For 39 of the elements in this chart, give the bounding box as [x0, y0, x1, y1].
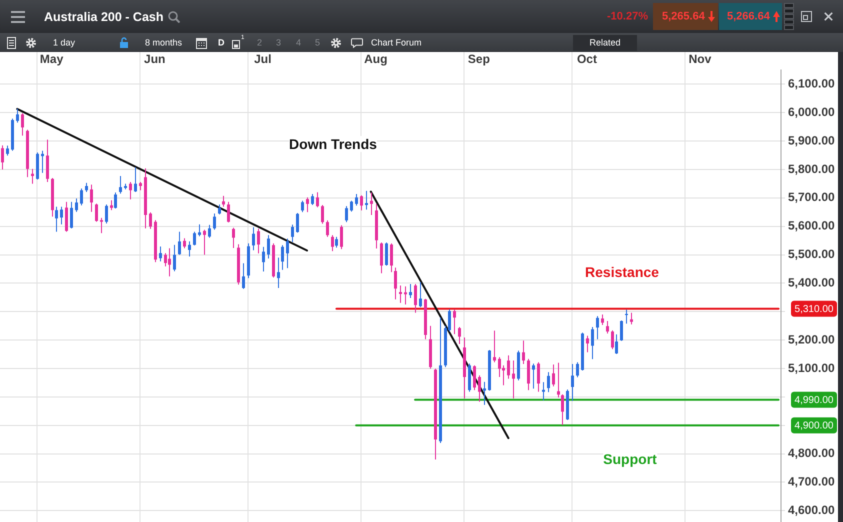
- x-tick-label: Jun: [144, 52, 166, 66]
- x-tick-label: Jul: [254, 52, 272, 66]
- text: 8 months: [145, 38, 182, 48]
- text: -10.27%: [607, 10, 648, 22]
- text: 2: [257, 38, 262, 48]
- annotation: Down Trends: [289, 136, 377, 152]
- text: Chart Forum: [371, 38, 422, 48]
- chart-title: Australia 200 - Cash: [44, 10, 164, 24]
- text: 5,266.64: [727, 10, 770, 22]
- x-tick-label: May: [40, 52, 64, 66]
- x-tick-label: Nov: [688, 52, 712, 66]
- text: 3: [276, 38, 282, 48]
- x-tick-label: Oct: [576, 52, 597, 66]
- text: 1 day: [53, 38, 76, 48]
- y-tick-label: 5,600.00: [788, 218, 836, 233]
- y-tick-label: 5,700.00: [788, 190, 836, 204]
- y-tick-label: 6,000.00: [788, 104, 836, 119]
- y-tick-label: 5,900.00: [788, 133, 836, 148]
- text: 5: [315, 38, 320, 48]
- data-label: 4,900.00: [794, 420, 834, 432]
- y-tick-label: 4,800.00: [788, 446, 836, 460]
- x-tick-label: Aug: [364, 52, 388, 66]
- y-tick-label: 5,100.00: [788, 360, 836, 375]
- y-tick-label: 5,400.00: [788, 276, 836, 290]
- data-label: 5,310.00: [794, 304, 834, 316]
- y-tick-label: 4,700.00: [788, 474, 836, 489]
- y-tick-label: 5,500.00: [788, 247, 836, 262]
- y-tick-label: 5,200.00: [788, 332, 836, 346]
- annotation: Resistance: [585, 264, 659, 280]
- data-label: 4,990.00: [794, 395, 834, 406]
- annotation: Support: [603, 451, 657, 467]
- text: D: [218, 38, 224, 48]
- y-tick-label: 5,800.00: [788, 162, 836, 176]
- text: 4: [296, 38, 302, 48]
- text: Related: [589, 38, 621, 48]
- y-tick-label: 4,600.00: [788, 502, 836, 517]
- y-tick-label: 6,100.00: [788, 76, 836, 91]
- text: 5,265.64: [662, 10, 705, 22]
- x-tick-label: Sep: [468, 52, 490, 66]
